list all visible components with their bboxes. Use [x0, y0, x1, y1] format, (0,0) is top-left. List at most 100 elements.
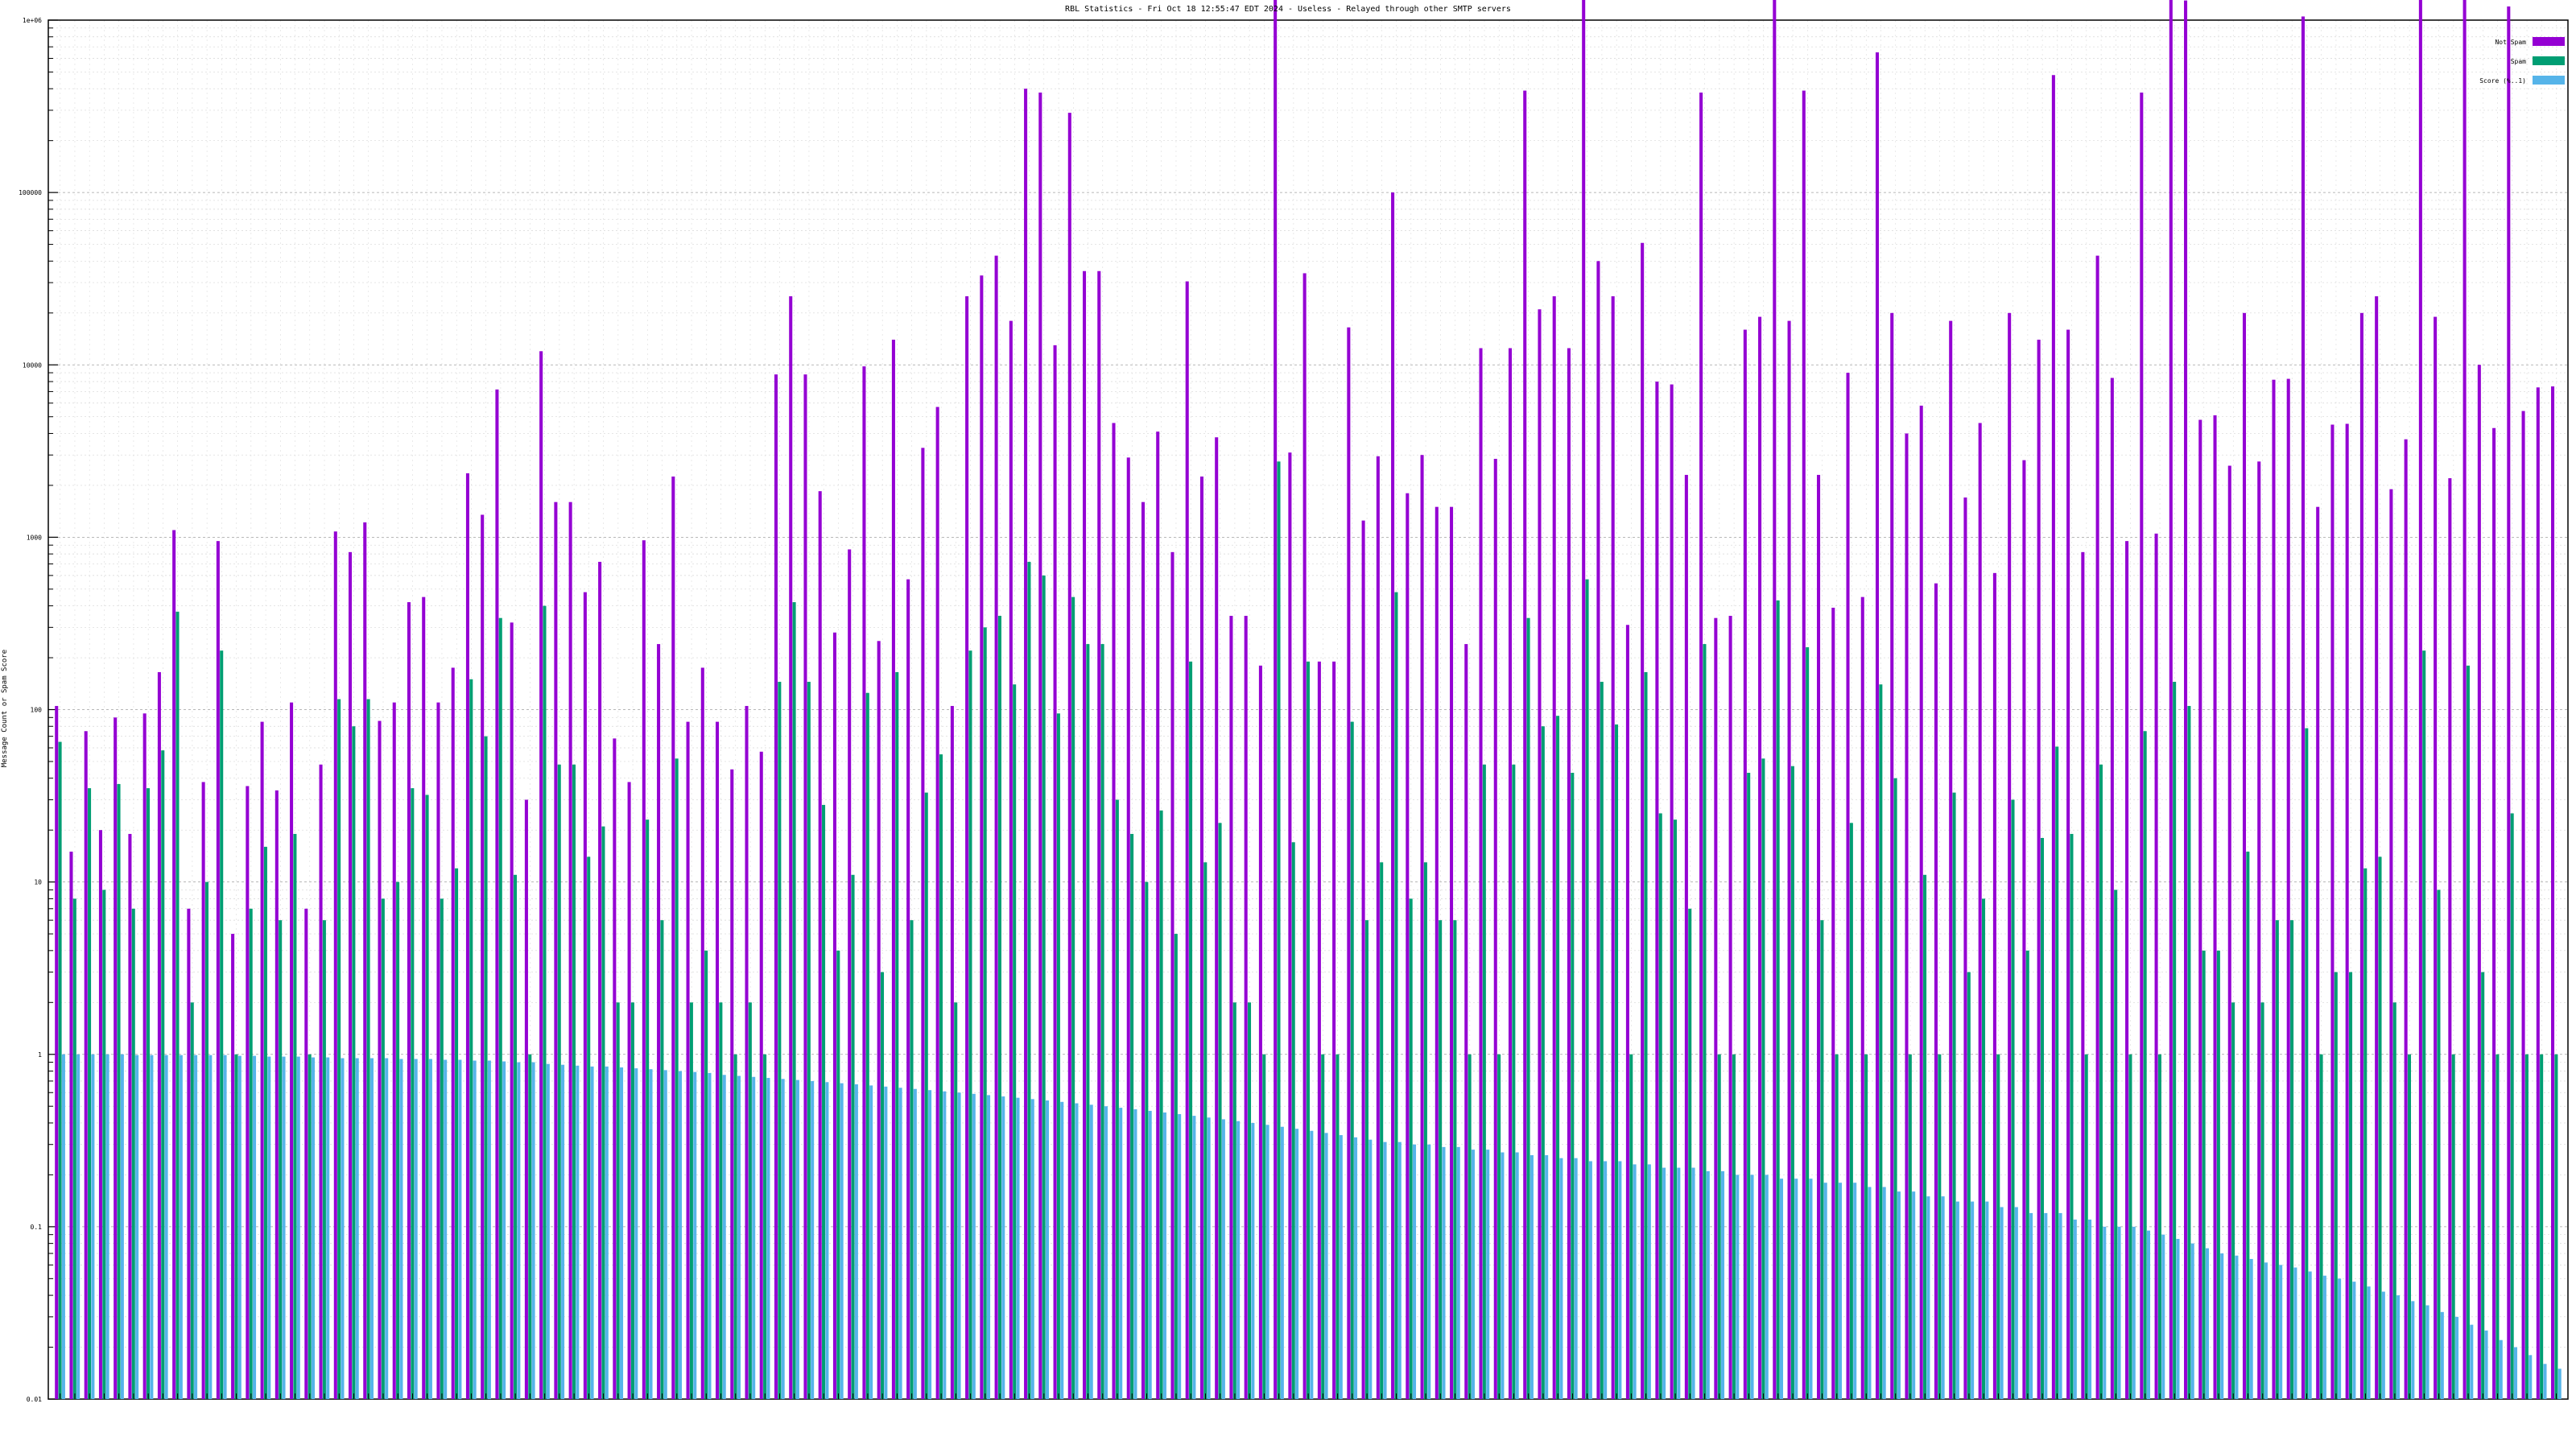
bar-score-1--84	[1295, 1129, 1299, 1399]
bar-not-spam-47	[745, 705, 749, 1399]
bar-score-1--91	[1397, 1141, 1402, 1399]
bar-not-spam-35	[568, 502, 572, 1400]
bar-score-1--98	[1501, 1152, 1505, 1399]
bar-not-spam-52	[818, 491, 822, 1399]
bar-not-spam-46	[730, 769, 734, 1399]
bar-spam-102	[1556, 716, 1560, 1399]
bar-spam-82	[1262, 1054, 1266, 1399]
bar-not-spam-73	[1126, 457, 1130, 1399]
bar-score-1--150	[2264, 1262, 2268, 1399]
bar-spam-60	[939, 754, 943, 1399]
bar-score-1--128	[1941, 1196, 1945, 1399]
bar-spam-168	[2524, 1054, 2529, 1399]
bar-score-1--21	[369, 1058, 374, 1399]
y-axis: 0.01 0.1 1 10 100 1000 10000 100000 1e+06	[19, 17, 58, 1403]
bar-spam-143	[2157, 1054, 2161, 1399]
bar-score-1--34	[561, 1064, 565, 1399]
bar-score-1--122	[1853, 1183, 1857, 1399]
bar-score-1--130	[1971, 1201, 1975, 1399]
bar-score-1--73	[1133, 1109, 1137, 1399]
bar-not-spam-15	[275, 790, 279, 1399]
bar-score-1--111	[1691, 1167, 1695, 1399]
bar-score-1--51	[811, 1080, 815, 1399]
bar-not-spam-82	[1258, 665, 1262, 1399]
bar-spam-42	[675, 758, 679, 1399]
bar-spam-91	[1394, 592, 1398, 1399]
bar-spam-148	[2231, 1002, 2235, 1399]
bar-spam-105	[1600, 681, 1604, 1399]
bar-spam-151	[2275, 920, 2279, 1399]
bar-score-1--148	[2235, 1255, 2239, 1399]
bar-score-1--5	[135, 1055, 139, 1399]
bar-not-spam-51	[803, 374, 807, 1399]
bar-spam-144	[2173, 681, 2177, 1399]
bar-score-1--90	[1383, 1141, 1387, 1399]
bar-spam-5	[131, 908, 135, 1399]
bar-score-1--127	[1926, 1196, 1930, 1399]
bar-spam-161	[2422, 650, 2426, 1399]
bar-score-1--110	[1677, 1167, 1681, 1399]
bar-spam-109	[1658, 813, 1662, 1399]
bar-score-1--145	[2190, 1243, 2194, 1399]
bar-not-spam-18	[319, 764, 323, 1399]
bar-not-spam-120	[1817, 474, 1821, 1399]
bar-spam-8	[175, 611, 180, 1399]
bar-score-1--155	[2338, 1278, 2342, 1399]
bar-spam-156	[2349, 972, 2353, 1399]
bar-not-spam-101	[1538, 309, 1542, 1400]
bar-not-spam-84	[1288, 452, 1292, 1400]
bar-not-spam-56	[877, 641, 881, 1399]
bar-spam-129	[1952, 792, 1956, 1399]
bar-not-spam-63	[980, 275, 984, 1400]
bar-score-1--167	[2513, 1347, 2518, 1399]
bar-spam-96	[1468, 1054, 1472, 1399]
bar-spam-86	[1321, 1054, 1325, 1399]
bar-score-1--69	[1075, 1103, 1079, 1399]
bar-spam-35	[572, 764, 576, 1399]
bar-score-1--63	[987, 1095, 991, 1399]
bar-spam-155	[2334, 972, 2338, 1399]
bar-not-spam-83	[1274, 0, 1278, 1399]
bar-not-spam-116	[1758, 316, 1762, 1399]
bar-score-1--74	[1148, 1110, 1152, 1399]
bar-spam-3	[102, 890, 106, 1399]
bar-not-spam-24	[407, 602, 411, 1399]
bar-spam-157	[2363, 868, 2368, 1399]
bar-spam-92	[1409, 898, 1413, 1399]
bar-spam-36	[587, 857, 591, 1399]
bar-spam-68	[1056, 713, 1060, 1399]
bar-not-spam-164	[2462, 0, 2467, 1400]
bar-score-1--147	[2220, 1253, 2224, 1399]
bar-spam-104	[1585, 579, 1589, 1399]
bar-not-spam-70	[1083, 270, 1087, 1399]
bar-score-1--47	[752, 1076, 756, 1399]
bar-spam-169	[2540, 1054, 2544, 1399]
bar-spam-170	[2554, 1054, 2558, 1399]
bar-score-1--4	[120, 1054, 124, 1399]
bar-not-spam-152	[2286, 378, 2290, 1399]
bar-not-spam-96	[1464, 644, 1468, 1399]
bar-score-1--66	[1030, 1099, 1034, 1399]
legend: Not Spam Spam Score (%..1)	[2479, 37, 2565, 85]
bar-not-spam-12	[231, 934, 235, 1399]
bar-score-1--78	[1207, 1117, 1211, 1399]
bar-score-1--123	[1868, 1187, 1872, 1399]
bar-not-spam-50	[789, 296, 793, 1399]
bar-not-spam-163	[2448, 478, 2452, 1400]
bar-spam-38	[616, 1002, 620, 1399]
bar-score-1--80	[1236, 1121, 1241, 1399]
bar-not-spam-71	[1097, 270, 1101, 1399]
bar-not-spam-90	[1376, 456, 1380, 1399]
bar-spam-116	[1761, 758, 1765, 1399]
y-tick-label: 1000	[27, 534, 42, 541]
bar-not-spam-155	[2330, 424, 2334, 1399]
bar-spam-69	[1071, 597, 1075, 1399]
bar-spam-53	[836, 950, 840, 1399]
bar-not-spam-169	[2536, 387, 2540, 1400]
bar-not-spam-21	[363, 522, 367, 1399]
bar-not-spam-85	[1302, 273, 1307, 1400]
bar-score-1--124	[1882, 1187, 1886, 1399]
bar-not-spam-26	[436, 702, 440, 1399]
bar-not-spam-167	[2507, 6, 2511, 1400]
